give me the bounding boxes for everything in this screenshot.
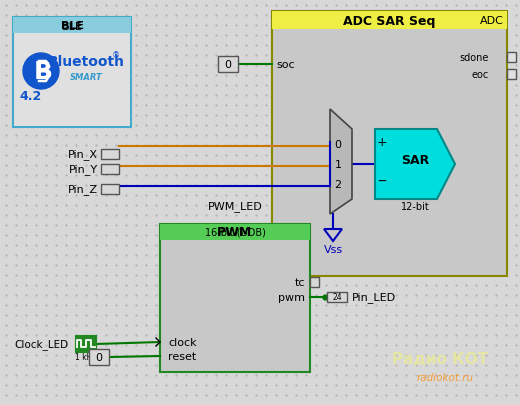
Text: B: B [33,60,53,84]
FancyBboxPatch shape [160,224,310,241]
Polygon shape [330,110,352,215]
FancyBboxPatch shape [327,292,347,302]
Text: 0: 0 [96,352,102,362]
Text: 2: 2 [334,179,342,190]
FancyBboxPatch shape [101,149,119,160]
Text: SAR: SAR [401,153,429,166]
FancyBboxPatch shape [13,18,131,128]
Text: 12-bit: 12-bit [400,202,430,211]
Text: eoc: eoc [472,70,489,80]
FancyBboxPatch shape [76,336,96,352]
Text: PWM: PWM [217,226,253,239]
FancyBboxPatch shape [507,70,516,80]
Circle shape [23,54,59,90]
Text: Pin_LED: Pin_LED [352,292,396,303]
Text: reset: reset [168,351,196,361]
Text: 0: 0 [225,60,231,70]
Text: ADC SAR Seq: ADC SAR Seq [343,15,436,28]
Text: Bluetooth: Bluetooth [47,55,124,69]
FancyBboxPatch shape [272,12,507,30]
FancyBboxPatch shape [310,277,319,287]
FancyBboxPatch shape [218,57,238,73]
Text: 16-bit (UDB): 16-bit (UDB) [204,228,265,237]
Text: ADC: ADC [480,16,504,26]
Text: SMART: SMART [70,72,102,81]
FancyBboxPatch shape [160,224,310,372]
FancyBboxPatch shape [101,185,119,194]
Text: Pin_Z: Pin_Z [68,184,98,195]
Text: +: + [376,136,387,149]
Text: Pin_X: Pin_X [68,149,98,160]
FancyBboxPatch shape [272,12,507,276]
FancyBboxPatch shape [507,53,516,63]
FancyBboxPatch shape [89,349,109,365]
Text: clock: clock [168,337,197,347]
Text: pwm: pwm [278,292,305,302]
Text: 24: 24 [332,293,342,302]
Polygon shape [375,130,455,200]
Text: Радио КОТ: Радио КОТ [392,352,488,367]
Text: radiokot.ru: radiokot.ru [417,372,474,382]
Text: Clock_LED: Clock_LED [14,339,68,350]
Text: BLE: BLE [60,21,84,31]
FancyBboxPatch shape [13,18,131,34]
Text: 1: 1 [334,160,342,170]
Text: _: _ [379,168,385,181]
Text: tc: tc [294,277,305,287]
FancyBboxPatch shape [101,164,119,175]
Text: 4.2: 4.2 [20,90,42,103]
Text: PWM_LED: PWM_LED [207,201,263,212]
Text: Pin_Y: Pin_Y [69,164,98,175]
Text: 1 kHz: 1 kHz [75,353,97,362]
Text: 0: 0 [334,140,342,149]
Text: BLE: BLE [61,22,83,32]
Text: Vss: Vss [323,244,343,254]
Text: soc: soc [276,60,295,70]
Text: ®: ® [112,51,120,60]
Text: sdone: sdone [460,53,489,63]
